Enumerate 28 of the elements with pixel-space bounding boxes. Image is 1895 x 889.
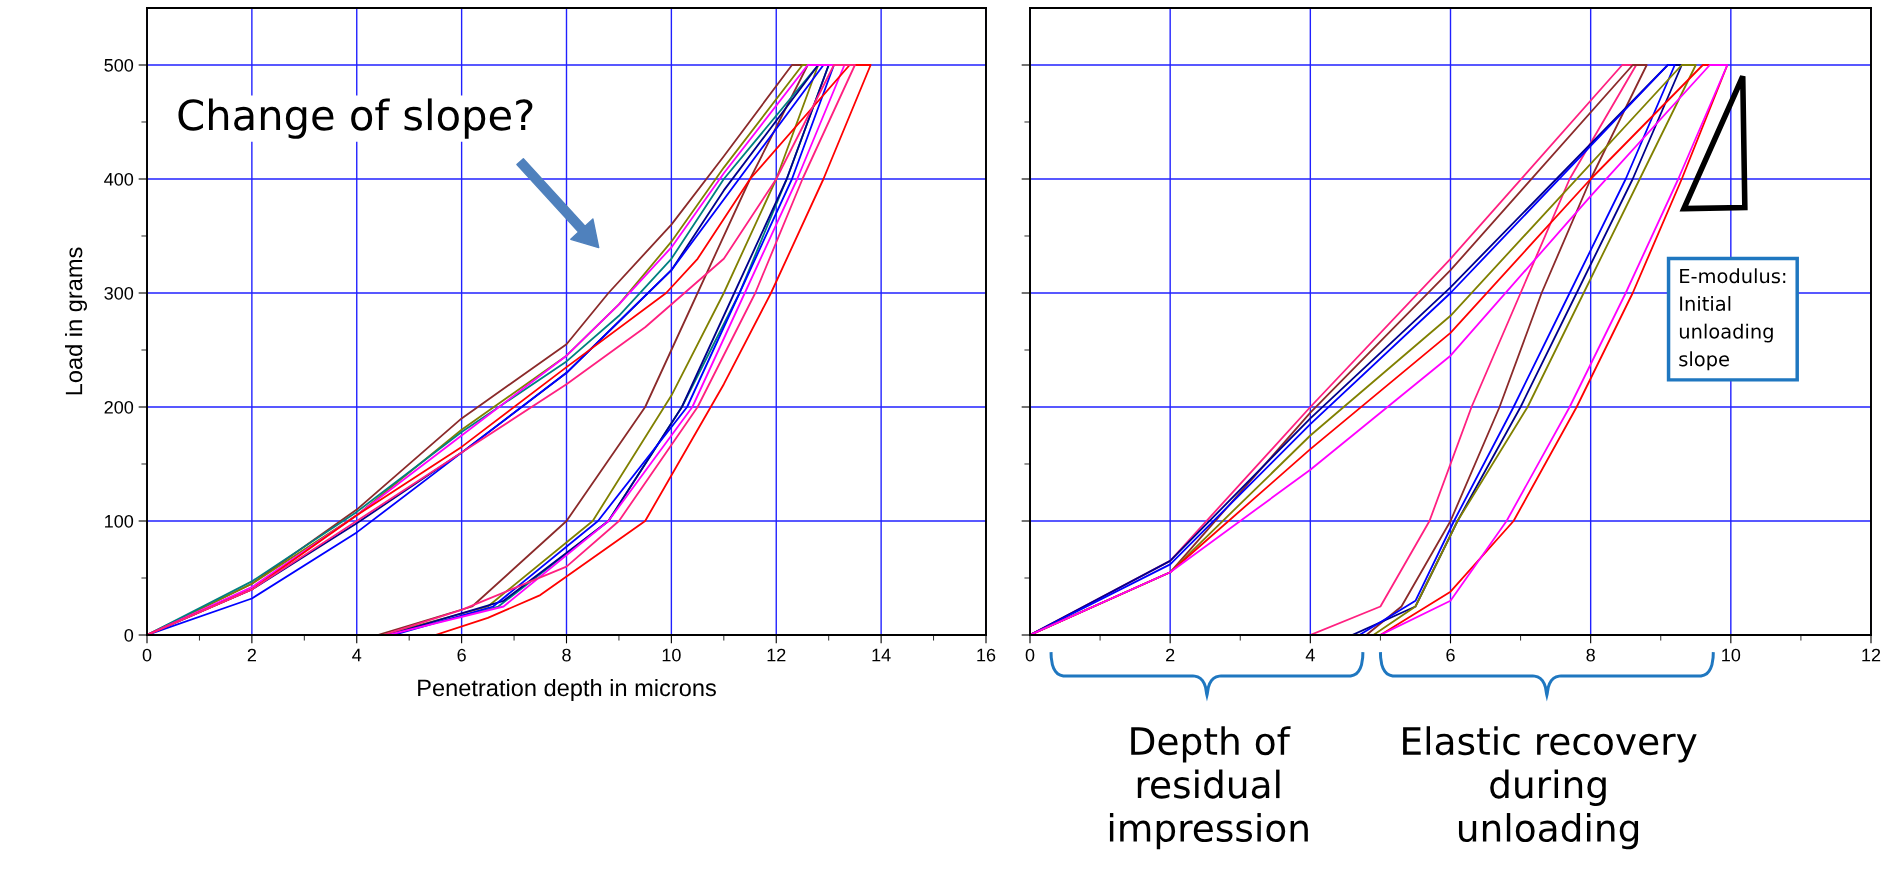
x-tick-label: 0 (1025, 648, 1035, 662)
x-tick-label: 2 (1166, 648, 1175, 662)
x-tick-label: 16 (977, 648, 996, 662)
x-tick-label: 8 (1586, 648, 1595, 662)
y-tick-label: 500 (104, 58, 134, 72)
x-tick-label: 6 (1446, 648, 1455, 662)
y-tick-label: 100 (105, 514, 134, 528)
x-axis-title: Penetration depth in microns (418, 678, 716, 701)
text: Depth of residual impression (1109, 726, 1308, 850)
x-tick-label: 12 (767, 648, 786, 662)
y-axis-title: Load in grams (65, 247, 88, 395)
y-tick-label: 300 (104, 286, 134, 300)
x-tick-label: 6 (457, 648, 466, 662)
y-tick-label: 400 (104, 172, 134, 186)
x-tick-label: 4 (352, 648, 362, 662)
x-tick-label: 10 (662, 648, 681, 662)
annotation: Change of slope? (178, 98, 533, 139)
x-tick-label: 4 (1305, 648, 1315, 662)
x-tick-label: 14 (872, 648, 891, 662)
x-tick-label: 0 (142, 648, 152, 662)
x-tick-label: 10 (1722, 648, 1741, 662)
x-tick-label: 12 (1862, 648, 1881, 662)
annotation: E-modulus: Initial unloading slope (1679, 268, 1786, 371)
text: Elastic recovery during unloading (1403, 726, 1697, 850)
x-tick-label: 2 (247, 648, 256, 662)
y-tick-label: 0 (124, 628, 134, 642)
y-tick-label: 200 (104, 400, 134, 414)
x-tick-label: 8 (562, 648, 571, 662)
